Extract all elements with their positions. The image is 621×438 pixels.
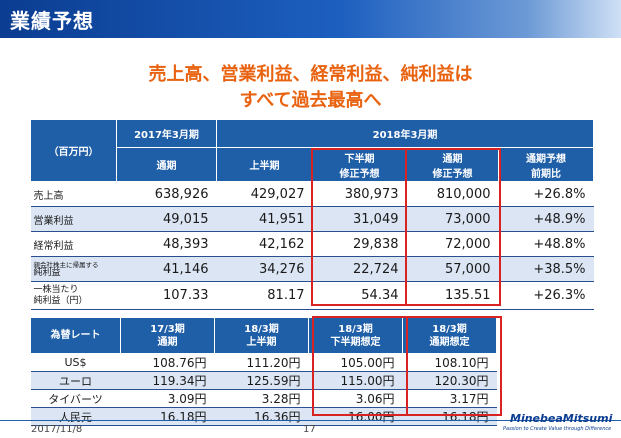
cell: 108.76円 bbox=[120, 353, 215, 372]
fx-col-1: 17/3期 通期 bbox=[120, 317, 215, 354]
row-label: 一株当たり 純利益（円） bbox=[30, 281, 117, 310]
cell: 3.06円 bbox=[308, 389, 403, 408]
cell: 54.34 bbox=[312, 281, 407, 310]
cell: 120.30円 bbox=[402, 371, 497, 390]
cell: +48.9% bbox=[498, 206, 594, 232]
row-label: 親会社株主に帰属する 純利益 bbox=[30, 256, 117, 282]
fy2018-header: 2018年3月期 bbox=[215, 119, 595, 148]
fx-col-3: 18/3期 下半期想定 bbox=[308, 317, 403, 354]
cell: 22,724 bbox=[312, 256, 407, 282]
cell: 115.00円 bbox=[308, 371, 403, 390]
cell: 16.36円 bbox=[214, 407, 309, 426]
cell: 16.00円 bbox=[308, 407, 403, 426]
table-row: ユーロ 119.34円 125.59円 115.00円 120.30円 bbox=[30, 371, 497, 390]
cell: +26.8% bbox=[498, 181, 594, 207]
cell: 41,146 bbox=[116, 256, 217, 282]
headline-line-1: 売上高、営業利益、経常利益、純利益は bbox=[148, 64, 473, 85]
title-bar: 業績予想 bbox=[0, 0, 621, 38]
table-row: 営業利益 49,015 41,951 31,049 73,000 +48.9% bbox=[30, 206, 594, 232]
forecast-table: （百万円） 2017年3月期 2018年3月期 通期 上半期 下半期 修正予想 通… bbox=[30, 119, 595, 310]
cell: +48.8% bbox=[498, 231, 594, 257]
fy2017-header: 2017年3月期 bbox=[116, 119, 217, 148]
cell: 3.09円 bbox=[120, 389, 215, 408]
cell: 57,000 bbox=[406, 256, 499, 282]
cell: 125.59円 bbox=[214, 371, 309, 390]
currency-label: ユーロ bbox=[30, 371, 121, 390]
cell: +38.5% bbox=[498, 256, 594, 282]
fx-col-2: 18/3期 上半期 bbox=[214, 317, 309, 354]
table-row: タイバーツ 3.09円 3.28円 3.06円 3.17円 bbox=[30, 389, 497, 408]
col-yoy: 通期予想 前期比 bbox=[497, 147, 595, 182]
col-full-forecast: 通期 修正予想 bbox=[406, 147, 499, 182]
headline-line-2: すべて過去最高へ bbox=[239, 90, 382, 111]
cell: +26.3% bbox=[498, 281, 594, 310]
currency-label: タイバーツ bbox=[30, 389, 121, 408]
cell: 48,393 bbox=[116, 231, 217, 257]
col-fy2017-full: 通期 bbox=[116, 147, 217, 182]
cell: 3.28円 bbox=[214, 389, 309, 408]
cell: 73,000 bbox=[406, 206, 499, 232]
currency-label: US$ bbox=[30, 353, 121, 372]
cell: 72,000 bbox=[406, 231, 499, 257]
cell: 34,276 bbox=[216, 256, 313, 282]
unit-header: （百万円） bbox=[30, 119, 117, 182]
fx-rate-table: 為替レート 17/3期 通期 18/3期 上半期 18/3期 下半期想定 18/3期通… bbox=[30, 317, 497, 426]
company-tagline: Passion to Create Value through Differen… bbox=[503, 426, 612, 432]
table-row: 売上高 638,926 429,027 380,973 810,000 +26.… bbox=[30, 181, 594, 207]
cell: 119.34円 bbox=[120, 371, 215, 390]
cell: 41,951 bbox=[216, 206, 313, 232]
cell: 16.18円 bbox=[120, 407, 215, 426]
table-row: 一株当たり 純利益（円） 107.33 81.17 54.34 135.51 +2… bbox=[30, 281, 594, 310]
footer-divider bbox=[0, 420, 621, 421]
table-row: 親会社株主に帰属する 純利益 41,146 34,276 22,724 57,00… bbox=[30, 256, 594, 282]
col-h2: 下半期 修正予想 bbox=[312, 147, 407, 182]
cell: 135.51 bbox=[406, 281, 499, 310]
cell: 31,049 bbox=[312, 206, 407, 232]
cell: 429,027 bbox=[216, 181, 313, 207]
cell: 107.33 bbox=[116, 281, 217, 310]
fx-header: 為替レート bbox=[30, 317, 121, 354]
cell: 105.00円 bbox=[308, 353, 403, 372]
row-label: 経常利益 bbox=[30, 231, 117, 257]
cell: 29,838 bbox=[312, 231, 407, 257]
table-row: 人民元 16.18円 16.36円 16.00円 16.18円 bbox=[30, 407, 497, 426]
row-label: 売上高 bbox=[30, 181, 117, 207]
cell: 42,162 bbox=[216, 231, 313, 257]
fx-col-4: 18/3期 通期想定 bbox=[402, 317, 497, 354]
cell: 380,973 bbox=[312, 181, 407, 207]
cell: 3.17円 bbox=[402, 389, 497, 408]
cell: 16.18円 bbox=[402, 407, 497, 426]
page-number: 17 bbox=[303, 424, 316, 435]
cell: 111.20円 bbox=[214, 353, 309, 372]
row-label: 営業利益 bbox=[30, 206, 117, 232]
slide-title: 業績予想 bbox=[10, 9, 94, 33]
col-h1: 上半期 bbox=[216, 147, 313, 182]
table-row: US$ 108.76円 111.20円 105.00円 108.10円 bbox=[30, 353, 497, 372]
cell: 49,015 bbox=[116, 206, 217, 232]
currency-label: 人民元 bbox=[30, 407, 121, 426]
cell: 810,000 bbox=[406, 181, 499, 207]
table-row: 経常利益 48,393 42,162 29,838 72,000 +48.8% bbox=[30, 231, 594, 257]
footer-date: 2017/11/8 bbox=[31, 424, 83, 435]
cell: 638,926 bbox=[116, 181, 217, 207]
company-logo: MinebeaMitsumi bbox=[510, 412, 613, 425]
cell: 81.17 bbox=[216, 281, 313, 310]
cell: 108.10円 bbox=[402, 353, 497, 372]
